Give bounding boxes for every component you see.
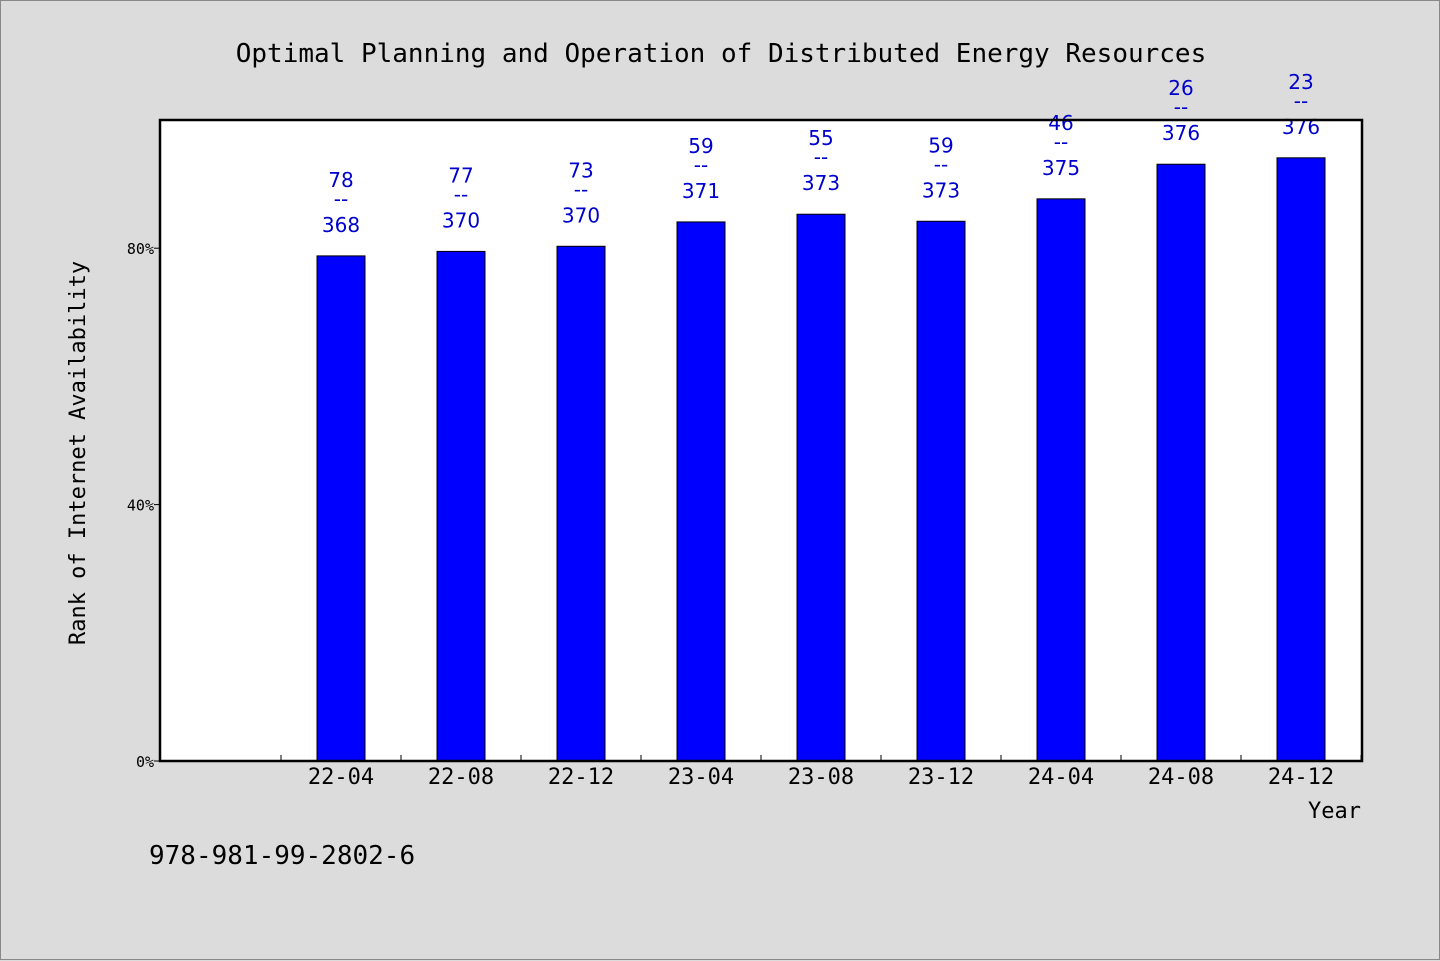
x-tick-label-23-04: 23-04: [668, 765, 734, 790]
data-label-23-08-sep: --: [814, 145, 828, 169]
data-label-22-04-top: 78: [328, 168, 353, 192]
x-tick-label-22-04: 22-04: [308, 765, 374, 790]
data-label-24-04-top: 46: [1048, 111, 1073, 135]
y-tick-label-80: 80%: [127, 240, 154, 258]
x-tick-label-24-08: 24-08: [1148, 765, 1214, 790]
bar-24-12: [1276, 157, 1326, 762]
data-label-22-12-top: 73: [568, 158, 593, 182]
y-tick-label-40: 40%: [127, 497, 154, 515]
data-label-24-12-sep: --: [1294, 89, 1308, 113]
data-label-24-04-bottom: 375: [1042, 156, 1080, 180]
y-axis-label: Rank of Internet Availability: [66, 261, 91, 645]
bar-23-04: [676, 221, 726, 762]
bar-24-08: [1156, 163, 1206, 762]
data-label-22-04-bottom: 368: [322, 213, 360, 237]
data-label-24-08-top: 26: [1168, 76, 1193, 100]
data-label-24-12-top: 23: [1288, 70, 1313, 94]
bar-22-08: [436, 250, 486, 762]
data-label-23-12-sep: --: [934, 152, 948, 176]
data-label-24-04-sep: --: [1054, 130, 1068, 154]
data-label-24-08-bottom: 376: [1162, 121, 1200, 145]
data-label-24-08-sep: --: [1174, 95, 1188, 119]
bar-22-04: [316, 255, 366, 762]
bar-24-04: [1036, 198, 1086, 762]
bar-23-08: [796, 213, 846, 762]
bars-layer: [316, 157, 1326, 762]
data-label-24-12-bottom: 376: [1282, 115, 1320, 139]
x-tick-label-24-04: 24-04: [1028, 765, 1094, 790]
data-label-22-04-sep: --: [334, 187, 348, 211]
x-tick-label-22-08: 22-08: [428, 765, 494, 790]
data-label-22-12-bottom: 370: [562, 203, 600, 227]
x-tick-label-23-08: 23-08: [788, 765, 854, 790]
data-label-23-04-sep: --: [694, 153, 708, 177]
x-axis: 22-04 22-08 22-12 23-04 23-08 23-12 24-04 24-08…: [280, 755, 1362, 790]
data-labels-layer: 78--36877--37073--37059--37155--37359--3…: [322, 70, 1320, 237]
x-tick-label-22-12: 22-12: [548, 765, 614, 790]
y-tick-label-0: 0%: [136, 753, 154, 771]
data-label-22-08-bottom: 370: [442, 208, 480, 232]
data-label-22-08-top: 77: [448, 163, 473, 187]
x-tick-label-24-12: 24-12: [1268, 765, 1334, 790]
data-label-23-08-bottom: 373: [802, 171, 840, 195]
bar-23-12: [916, 220, 966, 762]
data-label-23-08-top: 55: [808, 126, 833, 150]
data-label-23-04-bottom: 371: [682, 179, 720, 203]
x-tick-label-23-12: 23-12: [908, 765, 974, 790]
y-axis: 0% 40% 80%: [127, 240, 160, 771]
x-axis-label: Year: [1308, 799, 1361, 824]
isbn-label: 978-981-99-2802-6: [149, 841, 415, 871]
data-label-23-04-top: 59: [688, 134, 713, 158]
chart-title: Optimal Planning and Operation of Distri…: [236, 39, 1207, 69]
data-label-23-12-top: 59: [928, 133, 953, 157]
data-label-22-12-sep: --: [574, 177, 588, 201]
bar-22-12: [556, 245, 606, 762]
data-label-23-12-bottom: 373: [922, 178, 960, 202]
data-label-22-08-sep: --: [454, 182, 468, 206]
